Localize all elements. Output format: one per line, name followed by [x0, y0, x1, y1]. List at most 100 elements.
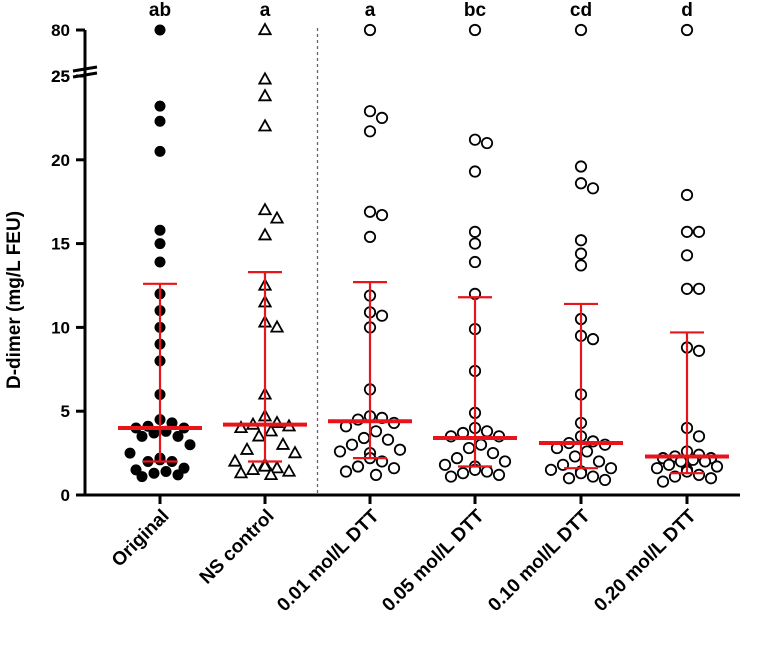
point-2-22 [333, 445, 347, 458]
point-5-24 [692, 468, 706, 481]
point-0-0 [154, 24, 166, 36]
category-label-3: 0.05 mol/L DTT [378, 505, 488, 615]
point-2-3 [363, 125, 377, 138]
point-5-2 [680, 225, 694, 238]
point-1-16 [233, 420, 249, 434]
category-label-5: 0.20 mol/L DTT [590, 505, 700, 615]
point-4-4 [574, 234, 588, 247]
point-0-20 [172, 430, 184, 442]
point-5-20 [710, 460, 724, 473]
point-5-5 [680, 282, 694, 295]
point-1-4 [257, 202, 273, 216]
significance-label-5: d [681, 0, 693, 21]
point-1-1 [257, 71, 273, 85]
point-2-5 [375, 209, 389, 222]
point-0-22 [184, 439, 196, 451]
point-4-1 [574, 160, 588, 173]
point-4-6 [574, 259, 588, 272]
significance-label-3: bc [464, 0, 487, 21]
y-axis-title: D-dimer (mg/L FEU) [4, 211, 25, 389]
point-5-3 [692, 225, 706, 238]
point-4-2 [574, 177, 588, 190]
point-1-25 [269, 460, 285, 474]
y-tick-label-0: 0 [61, 486, 70, 505]
point-4-24 [574, 467, 588, 480]
point-3-27 [444, 470, 458, 483]
point-1-19 [275, 436, 291, 450]
y-tick-label-1: 5 [61, 402, 70, 421]
point-4-26 [562, 472, 576, 485]
point-3-1 [468, 133, 482, 146]
point-1-26 [245, 462, 261, 475]
point-0-31 [148, 467, 160, 479]
point-1-5 [269, 210, 285, 224]
point-3-20 [498, 455, 512, 468]
point-1-20 [239, 441, 255, 455]
point-3-19 [450, 452, 464, 465]
point-1-24 [257, 458, 273, 472]
point-4-22 [544, 463, 558, 476]
point-2-20 [345, 438, 359, 451]
point-2-0 [363, 23, 377, 37]
y-tick-label-upper-0: 25 [51, 67, 70, 86]
significance-label-0: ab [149, 0, 171, 21]
point-2-28 [339, 465, 353, 478]
point-2-1 [363, 105, 377, 118]
point-5-8 [692, 344, 706, 357]
point-5-6 [692, 282, 706, 295]
point-4-3 [586, 182, 600, 195]
point-2-19 [381, 433, 395, 446]
point-3-2 [480, 136, 494, 150]
point-3-3 [468, 165, 482, 178]
point-1-21 [287, 445, 303, 459]
point-0-5 [154, 238, 166, 250]
point-1-6 [257, 227, 273, 241]
y-tick-label-5: 25 [51, 67, 70, 86]
point-2-17 [369, 425, 383, 438]
point-3-24 [480, 465, 494, 478]
point-4-19 [592, 455, 606, 468]
point-1-10 [269, 319, 285, 333]
point-5-10 [692, 430, 706, 443]
significance-label-1: a [260, 0, 271, 21]
point-1-3 [257, 118, 273, 132]
point-5-27 [656, 475, 670, 488]
point-3-0 [468, 23, 482, 37]
point-2-9 [375, 309, 389, 322]
point-5-0 [680, 23, 694, 37]
point-0-1 [154, 100, 166, 112]
point-1-18 [251, 428, 267, 442]
category-label-4: 0.10 mol/L DTT [484, 505, 594, 615]
point-0-23 [124, 447, 136, 459]
point-2-6 [363, 230, 377, 243]
point-0-4 [154, 224, 166, 236]
point-4-18 [568, 450, 582, 463]
point-4-5 [574, 247, 588, 260]
category-label-2: 0.01 mol/L DTT [273, 505, 383, 615]
point-3-6 [468, 255, 482, 269]
point-3-26 [492, 468, 506, 481]
point-3-16 [474, 438, 488, 451]
point-2-26 [351, 460, 365, 473]
point-1-2 [257, 88, 273, 102]
point-2-27 [387, 462, 401, 475]
point-0-33 [136, 471, 148, 483]
point-2-18 [357, 431, 371, 445]
significance-label-2: a [365, 0, 376, 21]
point-1-0 [257, 22, 273, 36]
point-2-4 [363, 205, 377, 218]
point-4-0 [574, 23, 588, 37]
category-label-0: Original [108, 506, 174, 572]
significance-label-4: cd [570, 0, 592, 21]
point-0-6 [154, 256, 166, 268]
point-3-12 [480, 425, 494, 438]
point-5-21 [650, 462, 664, 475]
point-1-27 [281, 463, 297, 477]
point-4-17 [580, 445, 594, 458]
point-1-28 [233, 465, 249, 479]
point-2-2 [375, 111, 389, 125]
point-4-21 [604, 462, 618, 475]
point-3-4 [468, 225, 482, 238]
point-1-22 [227, 453, 243, 467]
point-4-25 [586, 470, 600, 483]
